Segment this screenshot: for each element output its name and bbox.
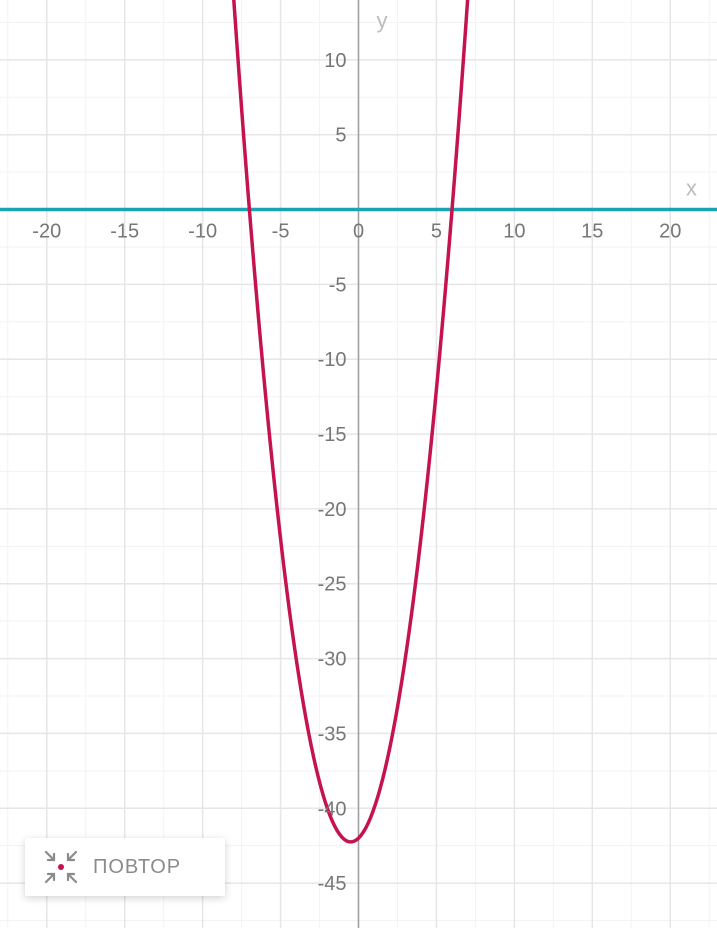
svg-text:-10: -10 (318, 349, 347, 371)
svg-text:-45: -45 (318, 873, 347, 895)
svg-text:x: x (686, 176, 697, 201)
svg-text:-20: -20 (32, 221, 61, 243)
svg-text:10: 10 (324, 50, 346, 72)
svg-text:-5: -5 (272, 221, 290, 243)
svg-text:-5: -5 (329, 274, 347, 296)
svg-text:-35: -35 (318, 723, 347, 745)
svg-text:-20: -20 (318, 499, 347, 521)
collapse-arrows-icon (39, 845, 83, 889)
svg-text:5: 5 (335, 125, 346, 147)
svg-text:0: 0 (353, 221, 364, 243)
svg-text:-30: -30 (318, 649, 347, 671)
svg-text:-10: -10 (188, 221, 217, 243)
svg-text:-25: -25 (318, 574, 347, 596)
svg-text:15: 15 (581, 221, 603, 243)
svg-text:y: y (377, 8, 388, 33)
svg-text:-40: -40 (318, 798, 347, 820)
svg-text:5: 5 (431, 221, 442, 243)
svg-text:10: 10 (503, 221, 525, 243)
coordinate-plane-chart[interactable]: -20 -15 -10 -5 0 5 10 15 20 10 5 -5 -10 -15 -20 -25 -30 -… (0, 0, 717, 928)
svg-text:20: 20 (659, 221, 681, 243)
svg-text:-15: -15 (318, 424, 347, 446)
svg-text:-15: -15 (110, 221, 139, 243)
repeat-button[interactable]: ПОВТОР (25, 838, 225, 896)
chart-container: -20 -15 -10 -5 0 5 10 15 20 10 5 -5 -10 -15 -20 -25 -30 -… (0, 0, 717, 928)
repeat-button-label: ПОВТОР (93, 856, 181, 879)
